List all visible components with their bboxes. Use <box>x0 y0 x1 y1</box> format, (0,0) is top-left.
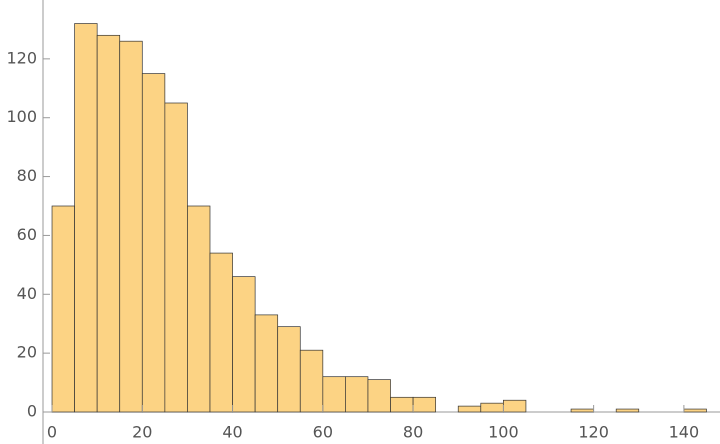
bar <box>232 276 256 413</box>
bar <box>164 102 188 413</box>
bar <box>503 399 527 413</box>
y-tick-label: 80 <box>17 166 37 185</box>
bar <box>187 205 211 413</box>
bar <box>390 396 414 413</box>
bar <box>345 376 369 413</box>
x-tick-label: 20 <box>132 423 152 442</box>
bar <box>96 34 121 413</box>
y-tick-label: 120 <box>6 48 37 67</box>
bar <box>141 73 166 413</box>
bar <box>51 205 75 413</box>
x-tick-label: 140 <box>669 423 700 442</box>
bar <box>299 349 324 413</box>
bar <box>480 402 504 413</box>
bar <box>209 252 233 413</box>
y-tick-label: 0 <box>27 402 37 421</box>
y-tick-label: 40 <box>17 284 37 303</box>
bar <box>412 396 437 413</box>
bar <box>615 408 640 413</box>
bar <box>254 314 279 413</box>
x-tick-label: 60 <box>313 423 333 442</box>
bar <box>367 379 391 413</box>
x-tick-label: 80 <box>403 423 423 442</box>
bar <box>683 408 707 413</box>
y-tick-label: 20 <box>17 343 37 362</box>
x-tick-label: 100 <box>488 423 519 442</box>
bar <box>277 326 301 413</box>
y-tick-label: 60 <box>17 225 37 244</box>
x-tick-label: 0 <box>47 423 57 442</box>
bar <box>457 405 482 413</box>
x-tick-label: 120 <box>578 423 609 442</box>
x-tick-label: 40 <box>222 423 242 442</box>
bar <box>74 23 98 413</box>
bar <box>119 40 143 413</box>
bar <box>322 376 346 413</box>
bar <box>570 408 594 413</box>
y-tick-label: 100 <box>6 107 37 126</box>
